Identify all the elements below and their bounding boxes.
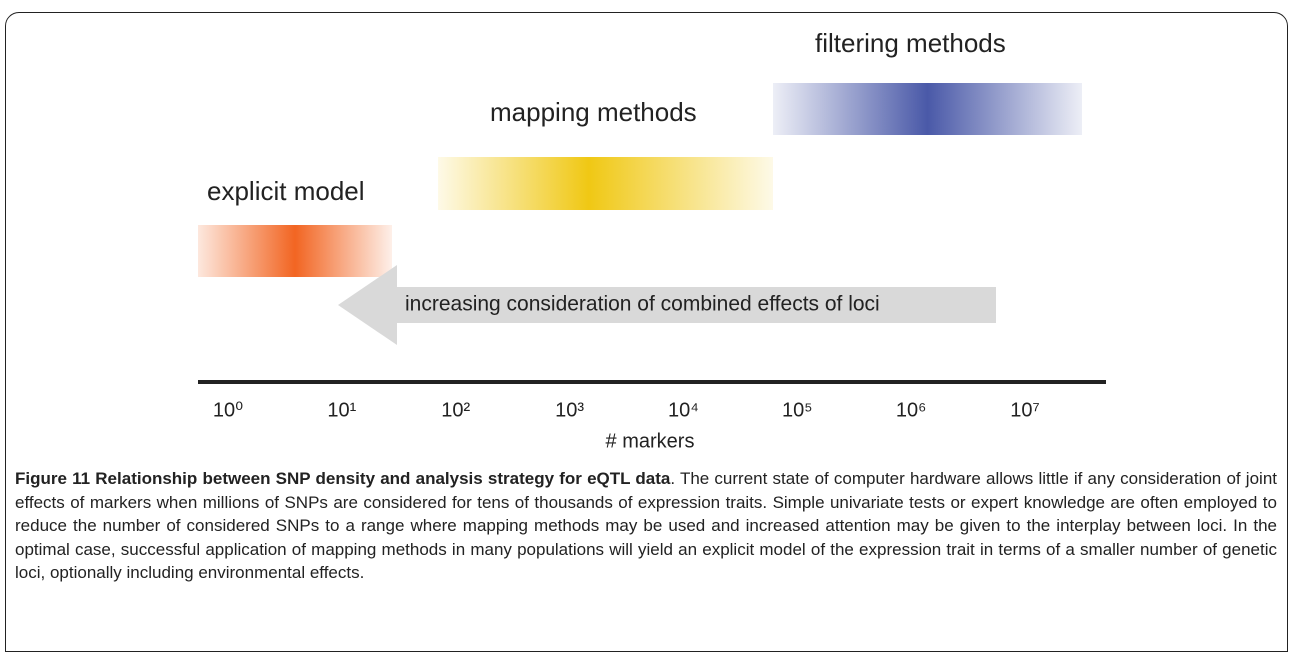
tick-label: 10³ [555, 399, 584, 421]
band-label: filtering methods [815, 28, 1006, 58]
tick-label: 10⁶ [896, 399, 926, 421]
axis-label: # markers [606, 430, 695, 452]
tick-label: 10⁴ [668, 399, 699, 421]
tick-labels: 10⁰ 10¹ 10² 10³ 10⁴ 10⁵ 10⁶ 10⁷ [213, 399, 1040, 421]
tick-label: 10⁷ [1010, 399, 1039, 421]
band-label: explicit model [207, 176, 365, 206]
caption-title: Figure 11 Relationship between SNP densi… [15, 469, 671, 488]
filtering-band [773, 83, 1082, 135]
arrow-label: increasing consideration of combined eff… [405, 293, 880, 316]
tick-label: 10⁰ [213, 399, 243, 421]
caption: Figure 11 Relationship between SNP densi… [15, 467, 1277, 585]
tick-label: 10² [441, 399, 470, 421]
arrow [338, 265, 996, 345]
tick-label: 10⁵ [782, 399, 813, 421]
explicit-band [198, 225, 392, 277]
tick-label: 10¹ [327, 399, 356, 421]
mapping-band [438, 157, 773, 210]
diagram: filtering methods mapping methods explic… [198, 28, 1106, 452]
band-label: mapping methods [490, 97, 697, 127]
caption-text: . The current state of computer hardware… [15, 469, 1277, 582]
page: filtering methods mapping methods explic… [5, 12, 1288, 652]
